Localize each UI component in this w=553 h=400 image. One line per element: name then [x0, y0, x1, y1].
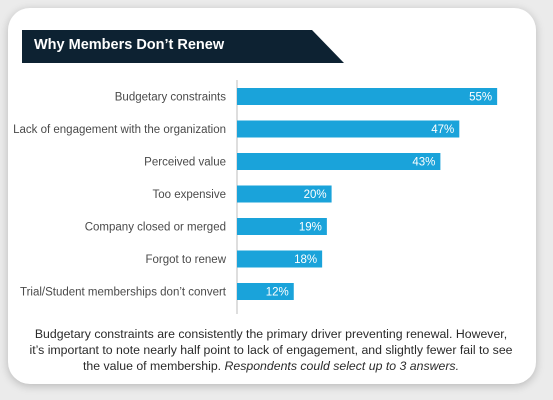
bar-value-label: 47%: [431, 124, 454, 136]
bar: [237, 283, 294, 300]
category-label: Trial/Student memberships don’t convert: [20, 287, 227, 299]
category-label: Company closed or merged: [85, 222, 226, 234]
chart-title: Why Members Don’t Renew: [34, 37, 225, 53]
bar-chart: Budgetary constraints 55% Lack of engageme…: [13, 80, 498, 314]
bar: [237, 153, 441, 170]
bar: [237, 120, 460, 138]
bar: [237, 88, 498, 105]
caption-note: Respondents could select up to 3 answers…: [224, 359, 459, 373]
title-banner-shape: [22, 30, 344, 63]
bar-value-label: 12%: [266, 287, 289, 299]
bar-value-label: 43%: [412, 157, 435, 169]
chart-card: Why Members Don’t Renew Budgetary constr…: [8, 8, 536, 384]
title-banner: Why Members Don’t Renew: [22, 30, 346, 63]
bar: [237, 250, 323, 268]
bar-value-label: 19%: [299, 222, 322, 234]
category-label: Budgetary constraints: [115, 92, 226, 104]
category-label: Perceived value: [144, 157, 226, 169]
bar: [237, 218, 327, 235]
bar-value-label: 18%: [294, 254, 317, 266]
category-label: Lack of engagement with the organization: [13, 124, 226, 136]
bar-value-label: 20%: [304, 189, 327, 201]
category-label: Forgot to renew: [145, 254, 226, 266]
bar: [237, 185, 332, 203]
category-label: Too expensive: [152, 189, 226, 201]
chart-caption: Budgetary constraints are consistently t…: [26, 326, 516, 374]
caption-main: Budgetary constraints are consistently t…: [29, 327, 513, 373]
bar-value-label: 55%: [469, 92, 492, 104]
